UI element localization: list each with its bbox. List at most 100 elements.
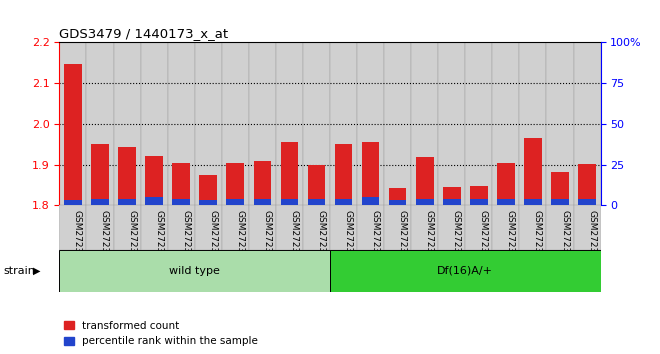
Text: GSM272348: GSM272348 [127, 210, 136, 264]
Text: GSM272363: GSM272363 [587, 210, 596, 264]
Bar [168, 42, 195, 205]
Bar [497, 199, 515, 205]
Bar [465, 42, 492, 205]
Bar [438, 205, 465, 250]
Bar [64, 64, 82, 205]
Bar [551, 199, 569, 205]
Text: GSM272353: GSM272353 [181, 210, 190, 264]
Bar [195, 42, 222, 205]
Bar [141, 42, 168, 205]
Bar [389, 200, 407, 205]
Bar [86, 205, 114, 250]
Bar [578, 164, 596, 205]
Text: GSM272358: GSM272358 [262, 210, 271, 264]
Bar [389, 188, 407, 205]
Bar [384, 205, 411, 250]
Bar [195, 205, 222, 250]
Bar [222, 42, 249, 205]
Bar [253, 161, 271, 205]
Bar [253, 199, 271, 205]
Bar [114, 42, 141, 205]
Bar [59, 42, 86, 205]
Text: GSM272345: GSM272345 [371, 210, 379, 264]
Text: Df(16)A/+: Df(16)A/+ [438, 266, 493, 276]
Bar [114, 205, 141, 250]
Bar [574, 42, 601, 205]
Bar [524, 138, 542, 205]
Text: GSM272346: GSM272346 [73, 210, 82, 264]
Bar [362, 142, 379, 205]
Bar [497, 162, 515, 205]
Bar [578, 199, 596, 205]
Bar [172, 162, 190, 205]
Text: GSM272357: GSM272357 [235, 210, 244, 264]
Bar [335, 144, 352, 205]
Bar [226, 199, 244, 205]
Bar [416, 157, 434, 205]
Bar [276, 205, 303, 250]
Bar [443, 187, 461, 205]
Text: GDS3479 / 1440173_x_at: GDS3479 / 1440173_x_at [59, 27, 228, 40]
Bar [330, 205, 357, 250]
Bar [362, 197, 379, 205]
Text: GSM272359: GSM272359 [289, 210, 298, 264]
Bar [357, 42, 384, 205]
Bar [168, 205, 195, 250]
Bar [519, 42, 546, 205]
Bar [222, 205, 249, 250]
Bar [276, 42, 303, 205]
Bar [118, 147, 136, 205]
Text: GSM272356: GSM272356 [506, 210, 515, 264]
Bar [443, 199, 461, 205]
Text: GSM272354: GSM272354 [478, 210, 488, 264]
Bar [546, 205, 574, 250]
Text: GSM272350: GSM272350 [397, 210, 407, 264]
Bar [330, 250, 601, 292]
Bar [416, 199, 434, 205]
Bar [249, 42, 276, 205]
Bar [199, 200, 217, 205]
Bar [280, 199, 298, 205]
Bar [465, 205, 492, 250]
Bar [524, 199, 542, 205]
Text: GSM272351: GSM272351 [425, 210, 434, 264]
Text: GSM272349: GSM272349 [154, 210, 163, 264]
Bar [470, 186, 488, 205]
Bar [546, 42, 574, 205]
Text: GSM272347: GSM272347 [100, 210, 109, 264]
Bar [249, 205, 276, 250]
Bar [303, 42, 330, 205]
Text: strain: strain [3, 266, 35, 276]
Bar [411, 42, 438, 205]
Bar [492, 42, 519, 205]
Bar [492, 205, 519, 250]
Bar [280, 142, 298, 205]
Bar [470, 199, 488, 205]
Text: GSM272362: GSM272362 [560, 210, 569, 264]
Bar [145, 197, 163, 205]
Bar [303, 205, 330, 250]
Bar [330, 42, 357, 205]
Legend: transformed count, percentile rank within the sample: transformed count, percentile rank withi… [59, 317, 263, 350]
Bar [64, 200, 82, 205]
Bar [59, 205, 86, 250]
Text: wild type: wild type [169, 266, 220, 276]
Bar [357, 205, 384, 250]
Text: GSM272344: GSM272344 [343, 210, 352, 264]
Bar [91, 199, 109, 205]
Bar [172, 199, 190, 205]
Bar [199, 175, 217, 205]
Bar [335, 199, 352, 205]
Bar [91, 144, 109, 205]
Bar [384, 42, 411, 205]
Bar [141, 205, 168, 250]
Bar [59, 250, 330, 292]
Bar [308, 165, 325, 205]
Bar [438, 42, 465, 205]
Bar [118, 199, 136, 205]
Bar [308, 199, 325, 205]
Bar [86, 42, 114, 205]
Text: GSM272361: GSM272361 [533, 210, 542, 264]
Bar [411, 205, 438, 250]
Bar [145, 156, 163, 205]
